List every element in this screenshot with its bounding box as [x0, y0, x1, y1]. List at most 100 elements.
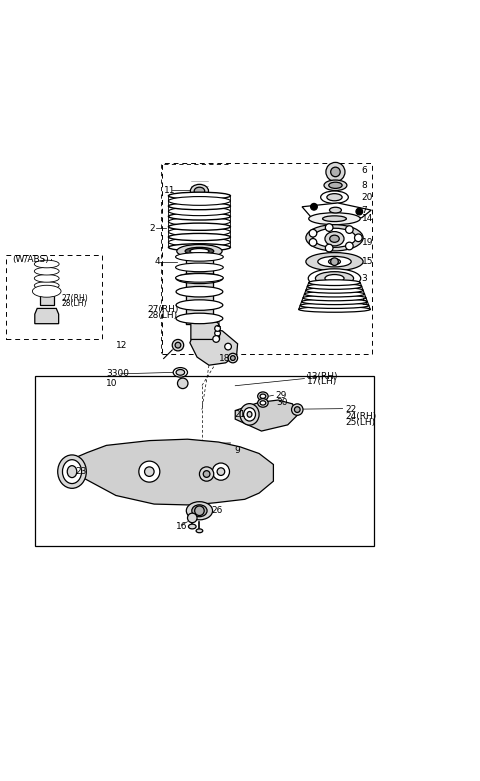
Ellipse shape [330, 235, 339, 242]
Ellipse shape [168, 227, 230, 236]
Circle shape [225, 344, 231, 350]
Text: 17(LH): 17(LH) [307, 377, 337, 387]
Ellipse shape [176, 300, 223, 310]
Ellipse shape [258, 392, 268, 401]
Polygon shape [302, 203, 371, 218]
Circle shape [215, 330, 220, 336]
Circle shape [309, 238, 317, 246]
Text: 6: 6 [362, 166, 368, 176]
Text: 24(RH): 24(RH) [345, 412, 376, 421]
Text: 28(LH): 28(LH) [61, 299, 86, 308]
Ellipse shape [309, 280, 360, 286]
Text: 16: 16 [176, 522, 187, 531]
Text: 8: 8 [362, 180, 368, 190]
Circle shape [212, 463, 229, 480]
Circle shape [294, 407, 300, 412]
Circle shape [325, 244, 333, 251]
Circle shape [139, 461, 160, 482]
Circle shape [311, 203, 317, 210]
Text: 10: 10 [107, 379, 118, 388]
Ellipse shape [176, 313, 223, 323]
Ellipse shape [323, 216, 347, 222]
Text: 18: 18 [218, 354, 230, 363]
Text: 5: 5 [362, 298, 368, 307]
Ellipse shape [258, 398, 268, 407]
Ellipse shape [177, 244, 222, 258]
Ellipse shape [329, 182, 342, 188]
Ellipse shape [189, 524, 196, 529]
Text: 11: 11 [164, 186, 175, 194]
Ellipse shape [168, 234, 230, 241]
Polygon shape [235, 400, 297, 431]
Polygon shape [68, 439, 274, 505]
Text: 23: 23 [75, 467, 87, 476]
Bar [162, 163, 372, 354]
Ellipse shape [300, 303, 369, 308]
Circle shape [346, 242, 353, 250]
Polygon shape [186, 252, 213, 323]
Ellipse shape [308, 269, 361, 288]
Ellipse shape [176, 287, 223, 297]
Text: 4: 4 [154, 257, 160, 266]
Ellipse shape [321, 191, 348, 203]
Ellipse shape [324, 180, 347, 191]
Polygon shape [190, 329, 238, 366]
Text: 13(RH): 13(RH) [307, 372, 338, 380]
Ellipse shape [247, 412, 252, 417]
Ellipse shape [318, 256, 351, 267]
Ellipse shape [34, 275, 59, 282]
Circle shape [355, 234, 362, 241]
Ellipse shape [309, 212, 360, 225]
Ellipse shape [176, 273, 223, 284]
Circle shape [325, 223, 333, 231]
Text: 14: 14 [362, 214, 373, 223]
Circle shape [356, 209, 363, 215]
Circle shape [199, 467, 214, 481]
Text: 15: 15 [362, 257, 373, 266]
Text: 1: 1 [216, 320, 222, 329]
Ellipse shape [173, 368, 188, 377]
Circle shape [215, 326, 220, 331]
Ellipse shape [313, 228, 356, 248]
Ellipse shape [176, 369, 185, 375]
Circle shape [291, 404, 303, 415]
Text: 27(RH): 27(RH) [147, 305, 178, 314]
Ellipse shape [260, 394, 266, 398]
Ellipse shape [325, 232, 344, 246]
Circle shape [228, 353, 238, 363]
Ellipse shape [196, 529, 203, 533]
Circle shape [230, 355, 235, 361]
Text: 30: 30 [276, 398, 288, 407]
Text: 20: 20 [362, 193, 373, 201]
Ellipse shape [315, 272, 354, 285]
Ellipse shape [194, 187, 204, 194]
Ellipse shape [34, 267, 59, 275]
Ellipse shape [58, 455, 86, 488]
Ellipse shape [176, 273, 223, 282]
Ellipse shape [185, 248, 214, 255]
Text: 22: 22 [345, 405, 356, 414]
Ellipse shape [34, 260, 59, 268]
Ellipse shape [299, 306, 370, 312]
Ellipse shape [168, 217, 230, 226]
Ellipse shape [329, 207, 341, 213]
Circle shape [178, 378, 188, 389]
Circle shape [217, 468, 225, 476]
Ellipse shape [190, 248, 209, 254]
Ellipse shape [168, 197, 230, 205]
Ellipse shape [306, 287, 363, 293]
Circle shape [331, 167, 340, 177]
Ellipse shape [186, 501, 213, 520]
Text: 25(LH): 25(LH) [345, 419, 375, 427]
Circle shape [144, 467, 154, 476]
Ellipse shape [168, 237, 230, 247]
Ellipse shape [34, 282, 59, 289]
Text: 21: 21 [234, 410, 246, 419]
Circle shape [309, 230, 317, 237]
Ellipse shape [168, 202, 230, 210]
Circle shape [331, 258, 338, 266]
Ellipse shape [260, 401, 266, 405]
Circle shape [175, 342, 181, 348]
Ellipse shape [192, 505, 207, 517]
Circle shape [326, 162, 345, 181]
